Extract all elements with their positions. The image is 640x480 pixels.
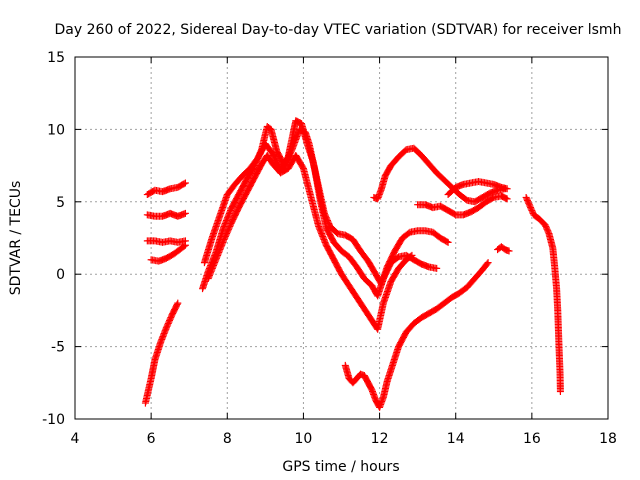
data-point	[180, 242, 188, 250]
data-point	[484, 259, 492, 267]
series-track-e	[147, 241, 189, 265]
data-marks	[141, 117, 564, 411]
data-point	[181, 179, 189, 187]
data-point	[181, 241, 189, 249]
data-point	[174, 299, 182, 307]
y-axis-label: SDTVAR / TECUs	[8, 181, 24, 296]
x-tick-label: 10	[295, 431, 313, 447]
y-tick-label: 10	[47, 122, 65, 138]
y-tick-label: 15	[47, 50, 65, 66]
y-tick-label: 0	[56, 267, 65, 283]
series-track-c	[143, 209, 189, 220]
x-tick-label: 12	[371, 431, 389, 447]
series-track-j	[370, 144, 509, 206]
plot-frame	[74, 56, 609, 420]
data-point	[503, 185, 511, 193]
data-point	[407, 252, 415, 260]
data-point	[443, 238, 451, 246]
data-point	[556, 387, 564, 395]
chart-title: Day 260 of 2022, Sidereal Day-to-day VTE…	[55, 22, 622, 38]
series-track-l	[444, 178, 511, 199]
series-track-a	[141, 299, 182, 407]
series-track-n	[522, 193, 564, 395]
y-tick-label: -10	[42, 412, 65, 428]
series-track-k	[414, 192, 511, 219]
data-point	[180, 180, 188, 188]
data-point	[433, 264, 441, 272]
data-point	[173, 300, 181, 308]
data-point	[181, 209, 189, 217]
data-point	[503, 195, 511, 203]
data-point	[408, 251, 416, 259]
x-tick-label: 18	[599, 431, 617, 447]
x-tick-label: 14	[447, 431, 465, 447]
y-tick-label: 5	[56, 195, 65, 211]
x-tick-label: 16	[523, 431, 541, 447]
x-axis-label: GPS time / hours	[282, 459, 399, 475]
series-track-h	[204, 151, 416, 333]
x-tick-label: 6	[147, 431, 156, 447]
series-track-b	[143, 179, 189, 199]
axis-ticks: 4 6 8 10 12 14 16 18 -10 -5 0 5 10 15	[42, 50, 617, 447]
x-tick-label: 4	[71, 431, 80, 447]
series-track-i	[341, 259, 492, 411]
series-track-d	[143, 237, 189, 246]
data-point	[483, 260, 491, 268]
series-track-g	[200, 117, 452, 288]
series-track-m	[494, 243, 513, 255]
y-tick-label: -5	[51, 340, 65, 356]
data-point	[444, 238, 452, 246]
x-tick-label: 8	[223, 431, 232, 447]
data-point	[505, 247, 513, 255]
